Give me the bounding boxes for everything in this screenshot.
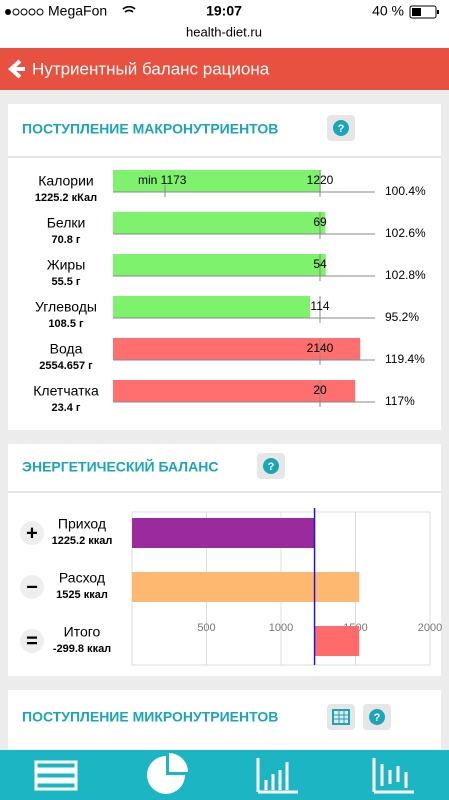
percent-label: 102.8% — [385, 268, 426, 282]
x-tick-label: 500 — [197, 622, 215, 634]
help-icon — [263, 458, 279, 474]
time: 19:07 — [206, 3, 242, 19]
sign-circle — [20, 629, 44, 653]
nutrient-amount: 23.4 г — [51, 402, 80, 414]
percent-bar — [113, 338, 361, 360]
percent-bar — [113, 254, 326, 276]
nutrient-amount: 70.8 г — [51, 234, 80, 246]
wifi — [122, 5, 136, 13]
energy-bar — [314, 626, 360, 656]
card-energy — [8, 444, 441, 676]
nutrient-name: Углеводы — [35, 299, 97, 315]
table-icon — [332, 709, 350, 725]
signal — [5, 8, 44, 16]
percent-label: 95.2% — [385, 310, 419, 324]
target-label: 1220 — [307, 173, 334, 187]
help-icon — [369, 709, 385, 725]
help-text: ? — [338, 123, 345, 135]
nutrient-amount: 55.5 г — [51, 276, 80, 288]
help-icon — [333, 120, 349, 136]
energy-bar — [132, 572, 360, 602]
energy-amount: -299.8 ккал — [53, 643, 111, 655]
nutrient-amount: 108.5 г — [48, 318, 84, 330]
energy-bar — [132, 518, 315, 548]
percent-label: 102.6% — [385, 226, 426, 240]
x-tick-label: 2000 — [418, 622, 442, 634]
nutrient-name: Жиры — [47, 257, 86, 273]
energy-amount: 1225.2 ккал — [52, 535, 113, 547]
percent-bar — [113, 212, 326, 234]
energy-name: Расход — [59, 570, 105, 586]
target-label: 114 — [310, 299, 329, 313]
sign-circle — [20, 521, 44, 545]
nutrient-amount: 1225.2 кКал — [35, 192, 97, 204]
header — [0, 48, 449, 90]
percent-label: 119.4% — [385, 352, 425, 366]
percent-bar — [113, 380, 356, 402]
nutrient-name: Вода — [50, 341, 83, 357]
carrier: MegaFon — [48, 3, 107, 19]
section-title: ПОСТУПЛЕНИЕ МИКРОНУТРИЕНТОВ — [22, 709, 278, 725]
sign: + — [26, 522, 38, 544]
energy-amount: 1525 ккал — [56, 589, 108, 601]
sign: − — [26, 576, 38, 598]
section-title: ПОСТУПЛЕНИЕ МАКРОНУТРИЕНТОВ — [22, 121, 278, 137]
table-button[interactable] — [327, 704, 355, 730]
help-text: ? — [268, 461, 275, 473]
target-label: 54 — [313, 257, 327, 271]
battery-icon — [409, 5, 439, 19]
x-tick-label: 1000 — [269, 622, 293, 634]
tab-candles[interactable] — [372, 758, 414, 794]
battery-text: 40 % — [372, 3, 404, 19]
tab-pie[interactable] — [147, 753, 188, 794]
percent-label: 100.4% — [385, 184, 426, 198]
sign: = — [26, 630, 38, 652]
nutrient-name: Белки — [47, 215, 86, 231]
nutrient-amount: 2554.657 г — [39, 360, 93, 372]
back-button[interactable] — [7, 59, 25, 79]
section-title: ЭНЕРГЕТИЧЕСКИЙ БАЛАНС — [22, 458, 218, 475]
energy-name: Приход — [58, 516, 106, 532]
target-label: 20 — [313, 383, 327, 397]
header-title: Нутриентный баланс рациона — [32, 59, 270, 78]
target-label: 69 — [313, 215, 327, 229]
percent-bar — [113, 296, 311, 318]
min-label: min 1173 — [138, 173, 187, 187]
energy-name: Итого — [64, 624, 101, 640]
sign-circle — [20, 575, 44, 599]
url: health-diet.ru — [186, 24, 262, 39]
target-label: 2140 — [307, 341, 334, 355]
help-text: ? — [374, 712, 381, 724]
tab-list[interactable] — [34, 760, 78, 791]
tab-bars[interactable] — [256, 758, 298, 794]
nutrient-name: Калории — [38, 173, 93, 189]
status-bar — [0, 0, 449, 48]
percent-label: 117% — [385, 394, 415, 408]
nutrient-name: Клетчатка — [33, 383, 99, 399]
